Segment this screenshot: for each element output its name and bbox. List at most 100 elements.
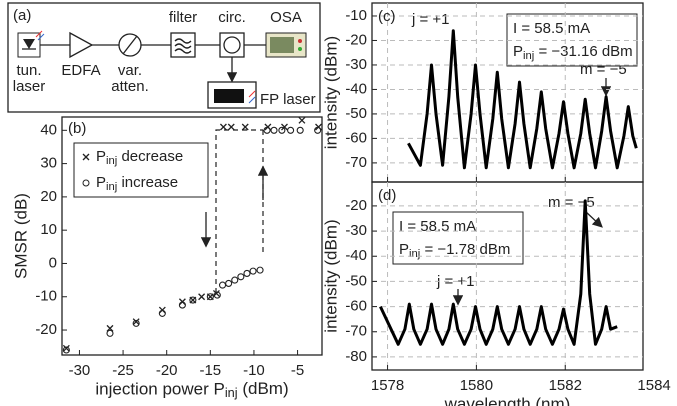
y-tick-label: 10 bbox=[40, 221, 57, 238]
component-label: filter bbox=[169, 9, 197, 26]
setup-diagram: (a) tun. laser EDFA var. atten. filter c… bbox=[7, 2, 321, 113]
panel-label: (b) bbox=[68, 120, 86, 137]
plot-frame bbox=[371, 181, 644, 371]
point bbox=[243, 269, 251, 277]
charts: -20 -10 0 10 20 30 40 -30 -25 -20 -15 -10 -5 (b) SMSR … bbox=[11, 2, 671, 406]
point bbox=[62, 344, 70, 352]
x-tick-label: 1582 bbox=[549, 377, 582, 394]
y-axis-label: SMSR (dB) bbox=[11, 193, 30, 279]
point bbox=[227, 123, 235, 131]
info-text: Pinj = −31.16 dBm bbox=[513, 43, 633, 62]
y-tick-label: 20 bbox=[40, 188, 57, 205]
component-label: var. bbox=[118, 62, 142, 79]
y-tick-label: -20 bbox=[35, 321, 57, 338]
legend-marker bbox=[82, 179, 90, 187]
component-label: FP laser bbox=[260, 91, 316, 108]
point bbox=[231, 276, 239, 284]
component-label: OSA bbox=[270, 9, 302, 26]
point-stroke bbox=[281, 123, 288, 131]
annotation: m = −5 bbox=[548, 194, 595, 211]
point-stroke bbox=[227, 123, 235, 131]
y-axis-label: intensity (dBm) bbox=[321, 36, 340, 149]
fp-laser-icon bbox=[207, 81, 257, 109]
point bbox=[189, 296, 197, 304]
point bbox=[298, 116, 306, 124]
y-tick-label: -70 bbox=[345, 154, 367, 171]
point-stroke bbox=[62, 344, 70, 352]
point bbox=[296, 126, 304, 134]
y-tick-label: 30 bbox=[40, 155, 57, 172]
component-label: tun. bbox=[16, 62, 41, 79]
hysteresis-guides bbox=[200, 129, 269, 293]
x-tick-label: 1584 bbox=[637, 377, 670, 394]
y-tick-label: -30 bbox=[345, 56, 367, 73]
point-stroke bbox=[132, 318, 140, 326]
legend-marker bbox=[82, 153, 90, 161]
filter-icon bbox=[170, 32, 196, 58]
x-tick-label: -5 bbox=[291, 362, 304, 379]
laser-icon bbox=[17, 30, 45, 58]
y-tick-label: 0 bbox=[49, 254, 57, 271]
amplifier-icon bbox=[69, 31, 94, 59]
info-text: I = 58.5 mA bbox=[399, 218, 476, 235]
y-tick-label: -70 bbox=[345, 323, 367, 340]
x-axis-label: injection power Pinj (dBm) bbox=[95, 379, 288, 400]
point-stroke bbox=[198, 293, 206, 301]
x-tick-label: 1578 bbox=[371, 377, 404, 394]
y-tick-label: 40 bbox=[40, 121, 57, 138]
annotation-arrow bbox=[584, 210, 603, 228]
legend-box bbox=[73, 142, 209, 198]
info-text: I = 58.5 mA bbox=[513, 20, 590, 37]
y-tick-label: -20 bbox=[345, 197, 367, 214]
attenuator-icon bbox=[118, 33, 142, 57]
spectrum-line bbox=[379, 199, 618, 346]
point bbox=[106, 329, 114, 337]
y-tick-label: -50 bbox=[345, 272, 367, 289]
panel-label: (d) bbox=[378, 187, 396, 204]
point-stroke bbox=[219, 123, 227, 131]
y-tick-label: -10 bbox=[345, 7, 367, 24]
diagram-frame bbox=[7, 2, 321, 113]
point bbox=[287, 126, 295, 134]
point-stroke bbox=[298, 116, 306, 124]
component-label: EDFA bbox=[61, 62, 100, 79]
x-tick-label: 1580 bbox=[460, 377, 493, 394]
y-tick-label: -50 bbox=[345, 105, 367, 122]
y-tick-label: -60 bbox=[345, 298, 367, 315]
y-tick-label: -60 bbox=[345, 129, 367, 146]
plot-frame bbox=[61, 116, 323, 356]
x-tick-label: -20 bbox=[156, 362, 178, 379]
x-tick-label: -30 bbox=[69, 362, 91, 379]
x-axis-label: wavelength (nm) bbox=[444, 394, 571, 406]
info-text: Pinj = −1.78 dBm bbox=[399, 241, 510, 260]
point bbox=[62, 346, 70, 354]
panel-label: (a) bbox=[13, 7, 31, 24]
point bbox=[225, 279, 233, 287]
spectrum-line bbox=[407, 29, 638, 170]
y-tick-label: -80 bbox=[345, 348, 367, 365]
component-label: circ. bbox=[218, 9, 246, 26]
point bbox=[198, 293, 206, 301]
point bbox=[106, 324, 114, 332]
point bbox=[178, 301, 186, 309]
x-tick-label: -10 bbox=[243, 362, 265, 379]
component-label: atten. bbox=[111, 78, 149, 95]
y-tick-label: -40 bbox=[345, 247, 367, 264]
x-tick-label: -15 bbox=[199, 362, 221, 379]
y-tick-label: -10 bbox=[35, 288, 57, 305]
point bbox=[206, 293, 214, 301]
y-tick-label: -30 bbox=[345, 222, 367, 239]
point bbox=[256, 266, 264, 274]
legend-label: Pinj decrease bbox=[96, 148, 183, 167]
point bbox=[237, 273, 245, 281]
point bbox=[213, 291, 221, 299]
point bbox=[132, 318, 140, 326]
x-tick-label: -25 bbox=[112, 362, 134, 379]
point-stroke bbox=[106, 324, 114, 332]
point bbox=[270, 126, 278, 134]
component-label: laser bbox=[13, 78, 46, 95]
point bbox=[241, 123, 249, 131]
legend-label: Pinj increase bbox=[96, 174, 178, 193]
info-box bbox=[392, 211, 524, 265]
